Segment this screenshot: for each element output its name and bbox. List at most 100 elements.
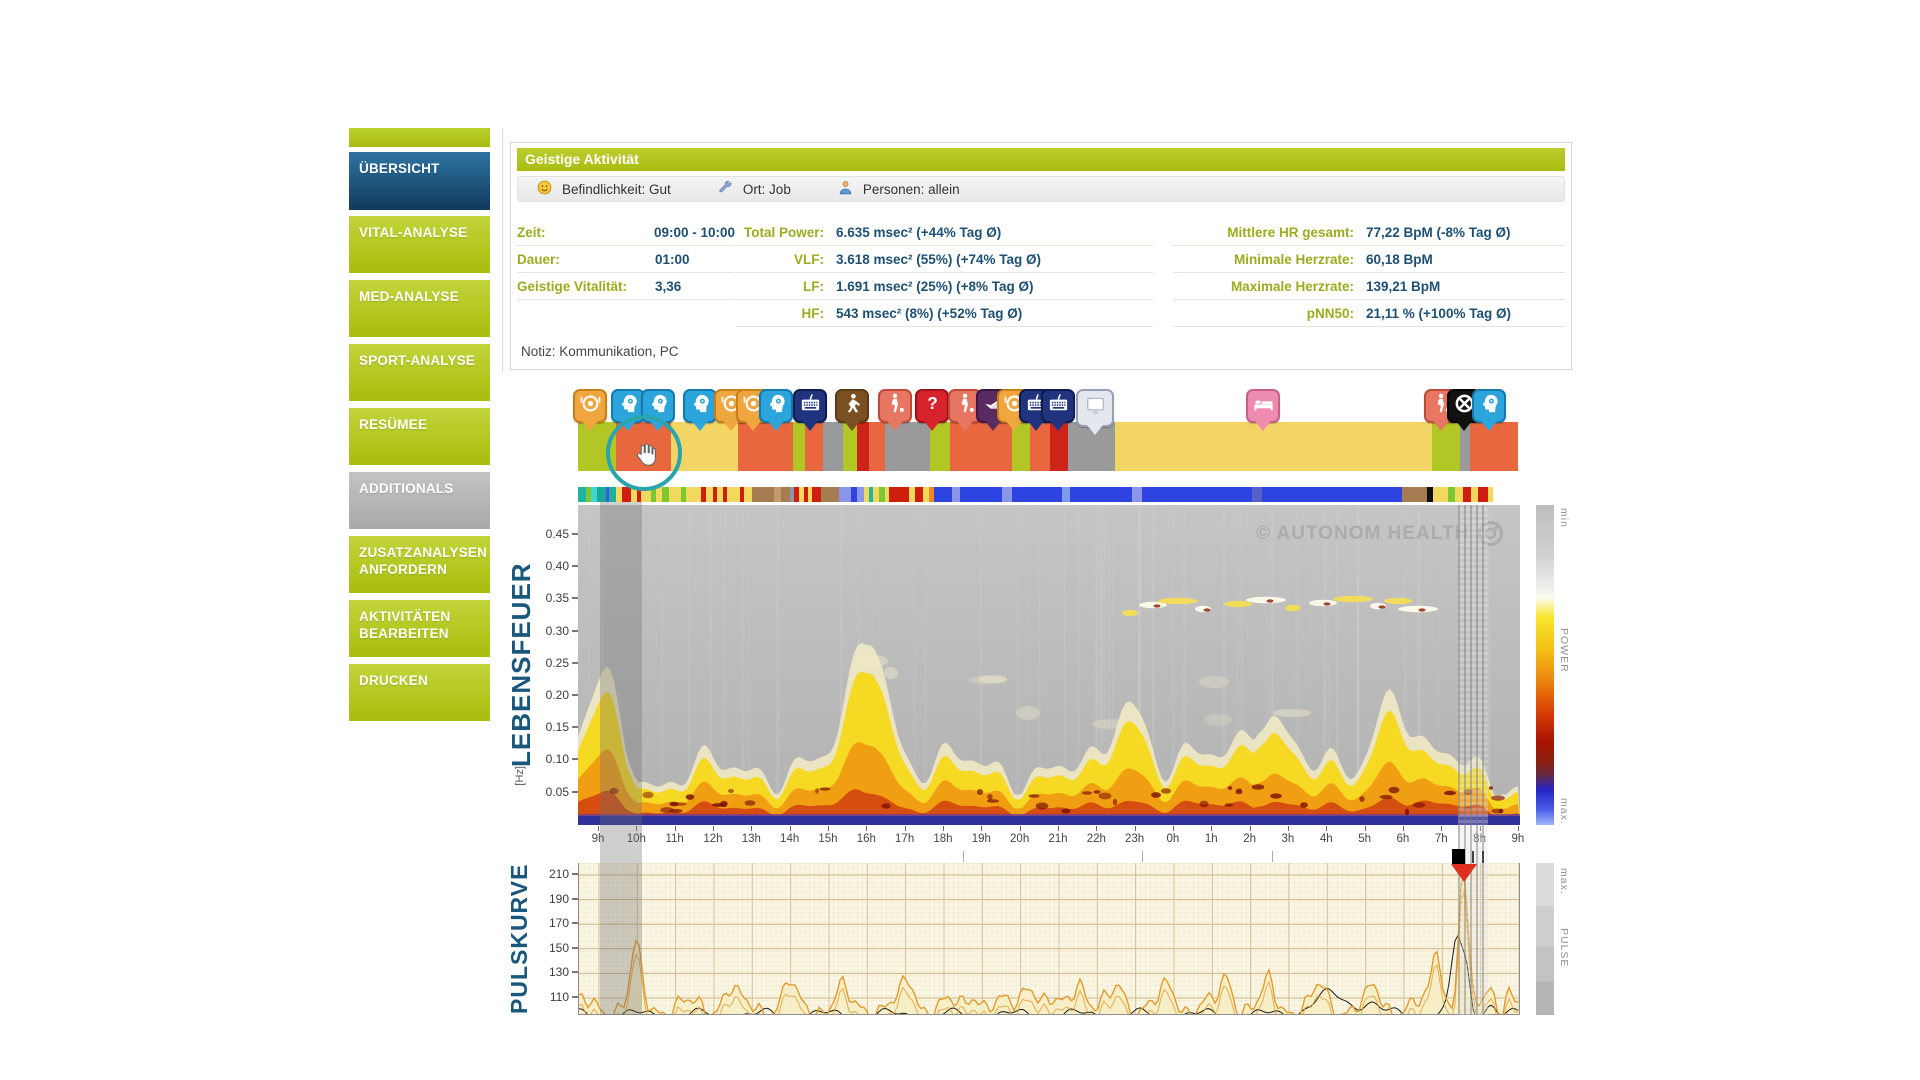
activity-marker-walker[interactable] bbox=[835, 389, 869, 431]
activity-marker-bed[interactable] bbox=[1246, 389, 1280, 431]
context-label: Befindlichkeit: Gut bbox=[562, 181, 671, 197]
activity-marker-tv[interactable] bbox=[1076, 389, 1114, 435]
minute-segment bbox=[740, 487, 744, 502]
minute-segment bbox=[1455, 487, 1463, 502]
stat-row: Geistige Vitalität: 3,36 bbox=[517, 273, 735, 300]
minute-segment bbox=[1427, 487, 1433, 502]
hour-tick bbox=[942, 826, 944, 831]
activity-segment[interactable] bbox=[793, 422, 805, 471]
stats-column-time: Zeit: 09:00 - 10:00 Dauer: 01:00 Geistige Vi… bbox=[517, 219, 735, 300]
minute-segment bbox=[591, 487, 597, 502]
lebensfeuer-ytick: 0.25 bbox=[520, 656, 578, 670]
minute-segment bbox=[622, 487, 631, 502]
sidebar-item--bersicht[interactable]: ÜBERSICHT bbox=[349, 152, 490, 210]
activity-segment[interactable] bbox=[843, 422, 857, 471]
activity-marker-question[interactable]: ? bbox=[915, 389, 949, 431]
activity-marker-keyboard[interactable] bbox=[1041, 389, 1075, 431]
stat-value: 543 msec² (8%) (+52% Tag Ø) bbox=[836, 306, 1023, 321]
minute-segment bbox=[934, 487, 952, 502]
minute-segment bbox=[923, 487, 929, 502]
hatched-column bbox=[1458, 505, 1488, 1015]
svg-text:?: ? bbox=[927, 393, 938, 413]
activity-segment[interactable] bbox=[823, 422, 843, 471]
lebensfeuer-ytick: 0.15 bbox=[520, 720, 578, 734]
hour-label: 16h bbox=[856, 833, 876, 845]
activity-segment[interactable] bbox=[1012, 422, 1030, 471]
watermark-text: © AUTONOM HEALTH bbox=[1256, 522, 1470, 544]
minute-segment bbox=[1433, 487, 1448, 502]
minute-segment bbox=[1471, 487, 1478, 502]
hour-tick bbox=[1057, 826, 1059, 831]
sport-icon bbox=[884, 392, 907, 420]
sidebar-item-med-analyse[interactable]: MED-ANALYSE bbox=[349, 280, 490, 337]
activity-marker-head[interactable] bbox=[1472, 389, 1506, 431]
minute-segment bbox=[578, 487, 586, 502]
stat-row: HF: 543 msec² (8%) (+52% Tag Ø) bbox=[736, 300, 1153, 327]
pulse-label: PULSE bbox=[1558, 928, 1570, 968]
sidebar-item-drucken[interactable]: DRUCKEN bbox=[349, 664, 490, 721]
pulskurve-ytick: 170 bbox=[520, 916, 578, 930]
sidebar-item-partial[interactable] bbox=[349, 128, 490, 147]
keyboard-icon bbox=[1047, 392, 1070, 420]
minute-segment bbox=[586, 487, 591, 502]
minute-segment bbox=[1448, 487, 1455, 502]
lebensfeuer-ytick: 0.20 bbox=[520, 688, 578, 702]
minute-segment bbox=[1070, 487, 1132, 502]
activity-segment[interactable] bbox=[1115, 422, 1432, 471]
stat-value: 01:00 bbox=[655, 252, 690, 267]
activity-marker-meal[interactable] bbox=[573, 389, 607, 431]
block-icon bbox=[1453, 392, 1476, 420]
sidebar-item-sport-analyse[interactable]: SPORT-ANALYSE bbox=[349, 344, 490, 401]
pulskurve-ytick: 150 bbox=[520, 941, 578, 955]
hour-label: 11h bbox=[665, 833, 684, 845]
hour-label: 4h bbox=[1319, 833, 1333, 845]
activity-marker-keyboard[interactable] bbox=[793, 389, 827, 431]
stat-label: Mittlere HR gesamt: bbox=[1227, 225, 1354, 240]
minute-segment bbox=[609, 487, 616, 502]
minute-segment bbox=[641, 487, 651, 502]
activity-marker-row: ? bbox=[573, 389, 1520, 439]
minute-segment bbox=[915, 487, 923, 502]
activity-segment[interactable] bbox=[930, 422, 950, 471]
minute-segment bbox=[1002, 487, 1012, 502]
sidebar-item-res-mee[interactable]: RESÜMEE bbox=[349, 408, 490, 465]
hour-label: 9h bbox=[591, 833, 605, 845]
stat-row: pNN50: 21,11 % (+100% Tag Ø) bbox=[1173, 300, 1565, 327]
sidebar-item-additionals[interactable]: ADDITIONALS bbox=[349, 472, 490, 529]
activity-segment[interactable] bbox=[805, 422, 823, 471]
hour-label: 5h bbox=[1358, 833, 1371, 845]
stat-label: HF: bbox=[801, 306, 825, 321]
stat-label: Dauer: bbox=[517, 252, 560, 267]
hour-tick bbox=[1019, 826, 1021, 831]
minute-segment bbox=[1062, 487, 1070, 502]
activity-marker-head[interactable] bbox=[683, 389, 717, 431]
person-icon bbox=[837, 179, 854, 199]
activity-segment[interactable] bbox=[1050, 422, 1068, 471]
minute-segment bbox=[631, 487, 637, 502]
hour-label: 18h bbox=[933, 833, 953, 845]
activity-marker-sport[interactable] bbox=[878, 389, 912, 431]
hour-label: 15h bbox=[818, 833, 838, 845]
minute-color-stripe bbox=[578, 487, 1518, 502]
activity-segment[interactable] bbox=[1460, 422, 1470, 471]
minute-segment bbox=[701, 487, 706, 502]
activity-segment[interactable] bbox=[869, 422, 885, 471]
minute-segment bbox=[790, 487, 794, 502]
minute-segment bbox=[1262, 487, 1402, 502]
lebensfeuer-ytick: 0.35 bbox=[520, 591, 578, 605]
activity-segment[interactable] bbox=[857, 422, 869, 471]
pulskurve-ytick: 110 bbox=[520, 990, 578, 1004]
minute-segment bbox=[616, 487, 622, 502]
pulskurve-ytick: 130 bbox=[520, 965, 578, 979]
minute-segment bbox=[686, 487, 701, 502]
power-max-label: max. bbox=[1558, 798, 1570, 825]
minute-segment bbox=[1252, 487, 1262, 502]
activity-marker-head[interactable] bbox=[759, 389, 793, 431]
sidebar-item-aktivit-ten-bearbeiten[interactable]: AKTIVITÄTEN BEARBEITEN bbox=[349, 600, 490, 657]
activity-segment[interactable] bbox=[1030, 422, 1050, 471]
stat-label: Zeit: bbox=[517, 225, 546, 240]
hour-tick bbox=[866, 826, 868, 831]
sidebar-item-zusatzanalysen-anfordern[interactable]: ZUSATZANALYSEN ANFORDERN bbox=[349, 536, 490, 593]
sidebar-item-vital-analyse[interactable]: VITAL-ANALYSE bbox=[349, 216, 490, 273]
minute-segment bbox=[889, 487, 909, 502]
